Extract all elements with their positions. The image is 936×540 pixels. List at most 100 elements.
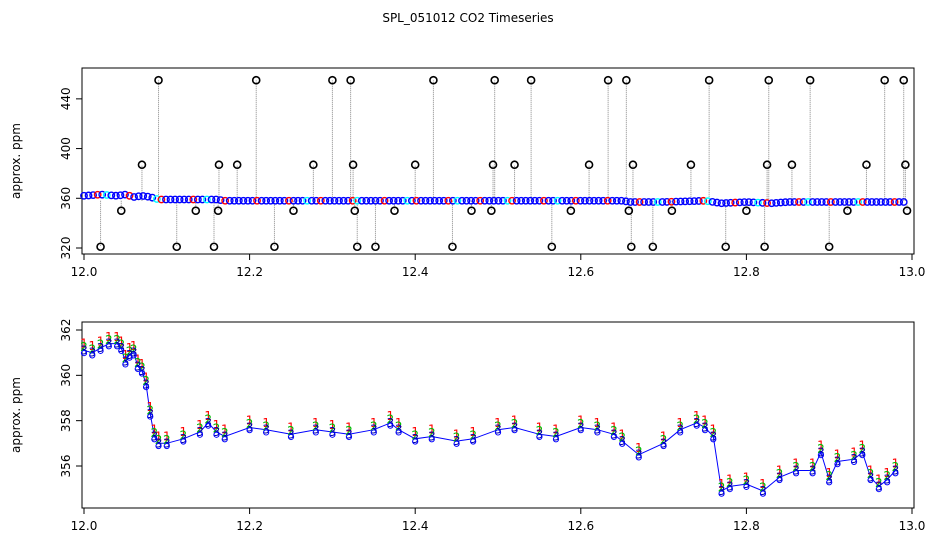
bottom-series-1-marker: 1 <box>163 430 171 444</box>
top-series-point <box>795 198 803 206</box>
top-series-point <box>253 196 261 205</box>
bottom-series-point <box>143 384 150 391</box>
top-series-point <box>303 196 312 205</box>
bottom-series-1-marker: 1 <box>660 430 668 444</box>
bottom-series-1-marker: 1 <box>287 420 295 434</box>
top-series-point <box>139 192 148 200</box>
bottom-series-2-marker: 2 <box>395 419 403 433</box>
top-flagged-point <box>686 160 696 170</box>
top-series-point <box>644 198 653 206</box>
top-flagged-point <box>346 75 355 85</box>
bottom-series-point <box>718 490 725 497</box>
top-series-point <box>193 195 202 204</box>
bottom-series-1-marker: 1 <box>262 416 270 430</box>
bottom-series-line <box>83 343 896 492</box>
top-series-point <box>790 198 799 206</box>
bottom-x-tick-label: 13.0 <box>899 519 926 533</box>
top-series-point <box>672 197 680 206</box>
bottom-series-point <box>792 470 800 477</box>
top-flagged-point <box>270 242 279 252</box>
bottom-series-point <box>147 413 154 420</box>
top-series-point <box>148 193 157 202</box>
top-flagged-point <box>880 75 889 85</box>
top-series-point <box>512 196 521 205</box>
top-series-point <box>576 196 585 205</box>
top-series-point <box>367 196 375 205</box>
bottom-series-point <box>610 433 618 441</box>
bottom-series-point <box>619 440 626 447</box>
bottom-series-1-marker: 1 <box>196 418 204 432</box>
top-series-point <box>845 198 853 206</box>
top-series-point <box>357 196 366 205</box>
bottom-series-2-marker: 2 <box>213 422 221 436</box>
top-series-point <box>480 196 489 205</box>
top-series-point <box>444 196 453 205</box>
top-series-point <box>822 198 831 206</box>
bottom-series-1-marker: 1 <box>345 420 353 434</box>
top-series-point <box>804 198 812 206</box>
top-series-point <box>348 196 357 205</box>
bottom-series-point <box>163 442 170 450</box>
top-flagged-point <box>213 206 223 216</box>
bottom-series-1-marker: 1 <box>883 466 891 480</box>
bottom-series-1-marker: 1 <box>511 414 519 428</box>
bottom-y-tick-label: 356 <box>59 455 73 478</box>
top-flagged-point <box>172 242 182 252</box>
bottom-series-1-marker: 1 <box>594 416 602 430</box>
bottom-series-1-marker: 1 <box>494 416 502 430</box>
bottom-series-1-marker: 1 <box>618 427 626 441</box>
bottom-series-2-marker: 2 <box>892 460 900 474</box>
top-series-point <box>808 198 817 206</box>
bottom-series-2-marker: 2 <box>610 424 618 438</box>
top-series-point <box>216 196 225 205</box>
top-flagged-point <box>487 206 496 216</box>
bottom-series-1-marker: 1 <box>817 439 825 453</box>
top-series-point <box>535 196 544 205</box>
top-series-point <box>289 196 298 205</box>
bottom-series-point <box>759 490 767 497</box>
bottom-series-1-marker: 1 <box>329 418 337 432</box>
top-series-point <box>371 196 380 205</box>
top-series-point <box>503 196 512 205</box>
top-series-point <box>699 196 708 205</box>
top-series-point <box>93 190 102 199</box>
bottom-series-point <box>221 436 228 443</box>
top-series-point <box>380 196 389 205</box>
bottom-series-1-marker: 1 <box>126 341 134 355</box>
bottom-series-2-marker: 2 <box>387 413 395 427</box>
top-series-point <box>257 196 266 205</box>
bottom-series-point <box>263 429 270 436</box>
top-series-point <box>717 199 726 208</box>
top-series-point <box>362 196 371 205</box>
bottom-series-2-marker: 2 <box>577 417 585 431</box>
bottom-series-point <box>511 427 518 434</box>
bottom-series-point <box>809 470 816 477</box>
bottom-series-2-marker: 2 <box>809 460 817 474</box>
bottom-series-point <box>114 343 121 350</box>
bottom-y-tick-label: 358 <box>59 409 73 432</box>
bottom-series-point <box>850 458 858 466</box>
top-flagged-point <box>429 75 438 85</box>
top-series-point <box>863 198 872 206</box>
top-flagged-point <box>862 160 871 170</box>
top-flagged-point <box>760 242 769 252</box>
top-series-point <box>840 198 849 206</box>
bottom-series-point <box>577 427 584 434</box>
top-flagged-point <box>350 206 360 216</box>
bottom-series-2-marker: 2 <box>817 442 825 456</box>
bottom-series-1-marker: 1 <box>610 420 618 434</box>
top-flagged-point <box>902 206 912 216</box>
top-series-point <box>294 196 302 205</box>
top-series-point <box>890 198 899 206</box>
top-series-point <box>858 198 867 206</box>
bottom-series-2-marker: 2 <box>511 417 519 431</box>
bottom-series-point <box>660 442 667 450</box>
bottom-series-2-marker: 2 <box>701 417 709 431</box>
top-series-point <box>166 195 175 204</box>
bottom-series-point <box>470 438 477 445</box>
bottom-series-point <box>180 438 187 445</box>
bottom-series-2-marker: 2 <box>97 338 105 352</box>
bottom-series-1-marker: 1 <box>213 418 221 432</box>
top-series-point <box>603 196 612 205</box>
top-y-tick-label: 360 <box>59 187 73 210</box>
